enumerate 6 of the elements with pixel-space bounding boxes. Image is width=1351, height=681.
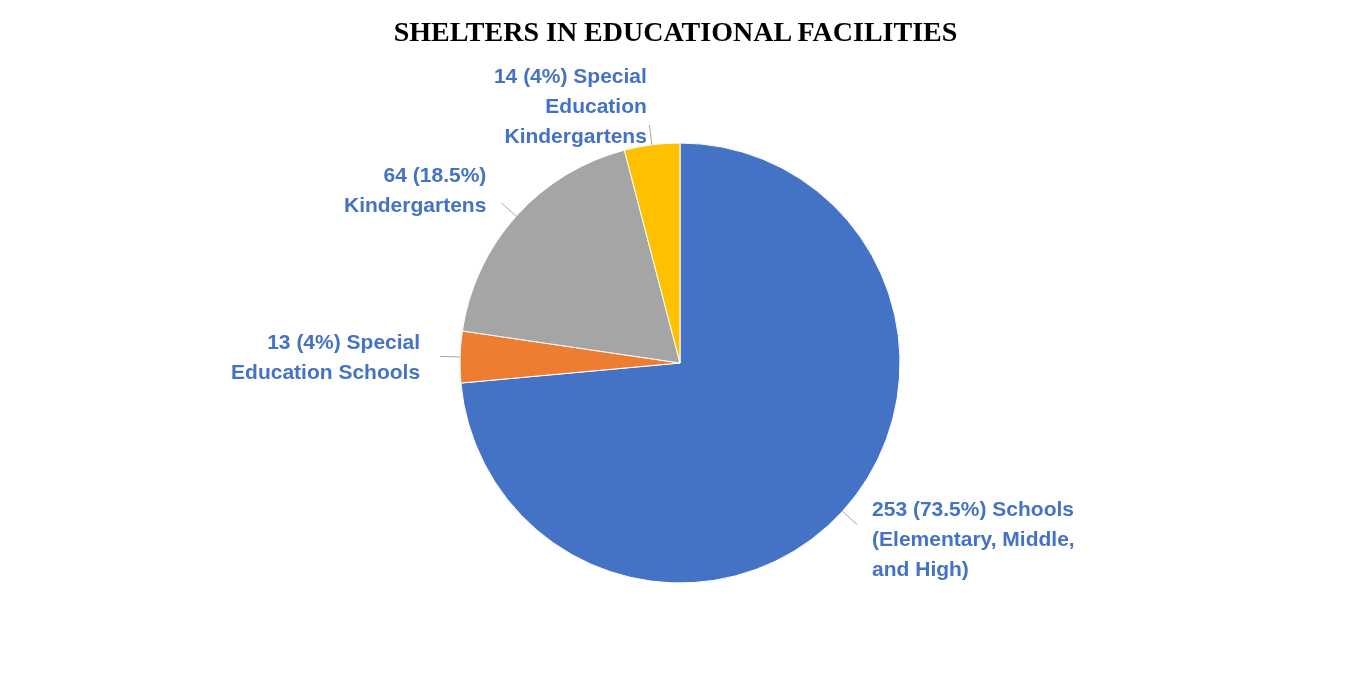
slice-label: 14 (4%) Special Education Kindergartens [493,63,647,147]
slice-label: Kindergartens [343,193,487,216]
slice-label: 13 (4%) Special Education Schools [231,329,421,383]
data-label: 64 (18.5%) [383,163,487,186]
slice-label: 253 (73.5%) Schools (Elementary, Middle, and High) [872,496,1075,580]
chart-title: SHELTERS IN EDUCATIONAL FACILITIES [392,15,959,49]
